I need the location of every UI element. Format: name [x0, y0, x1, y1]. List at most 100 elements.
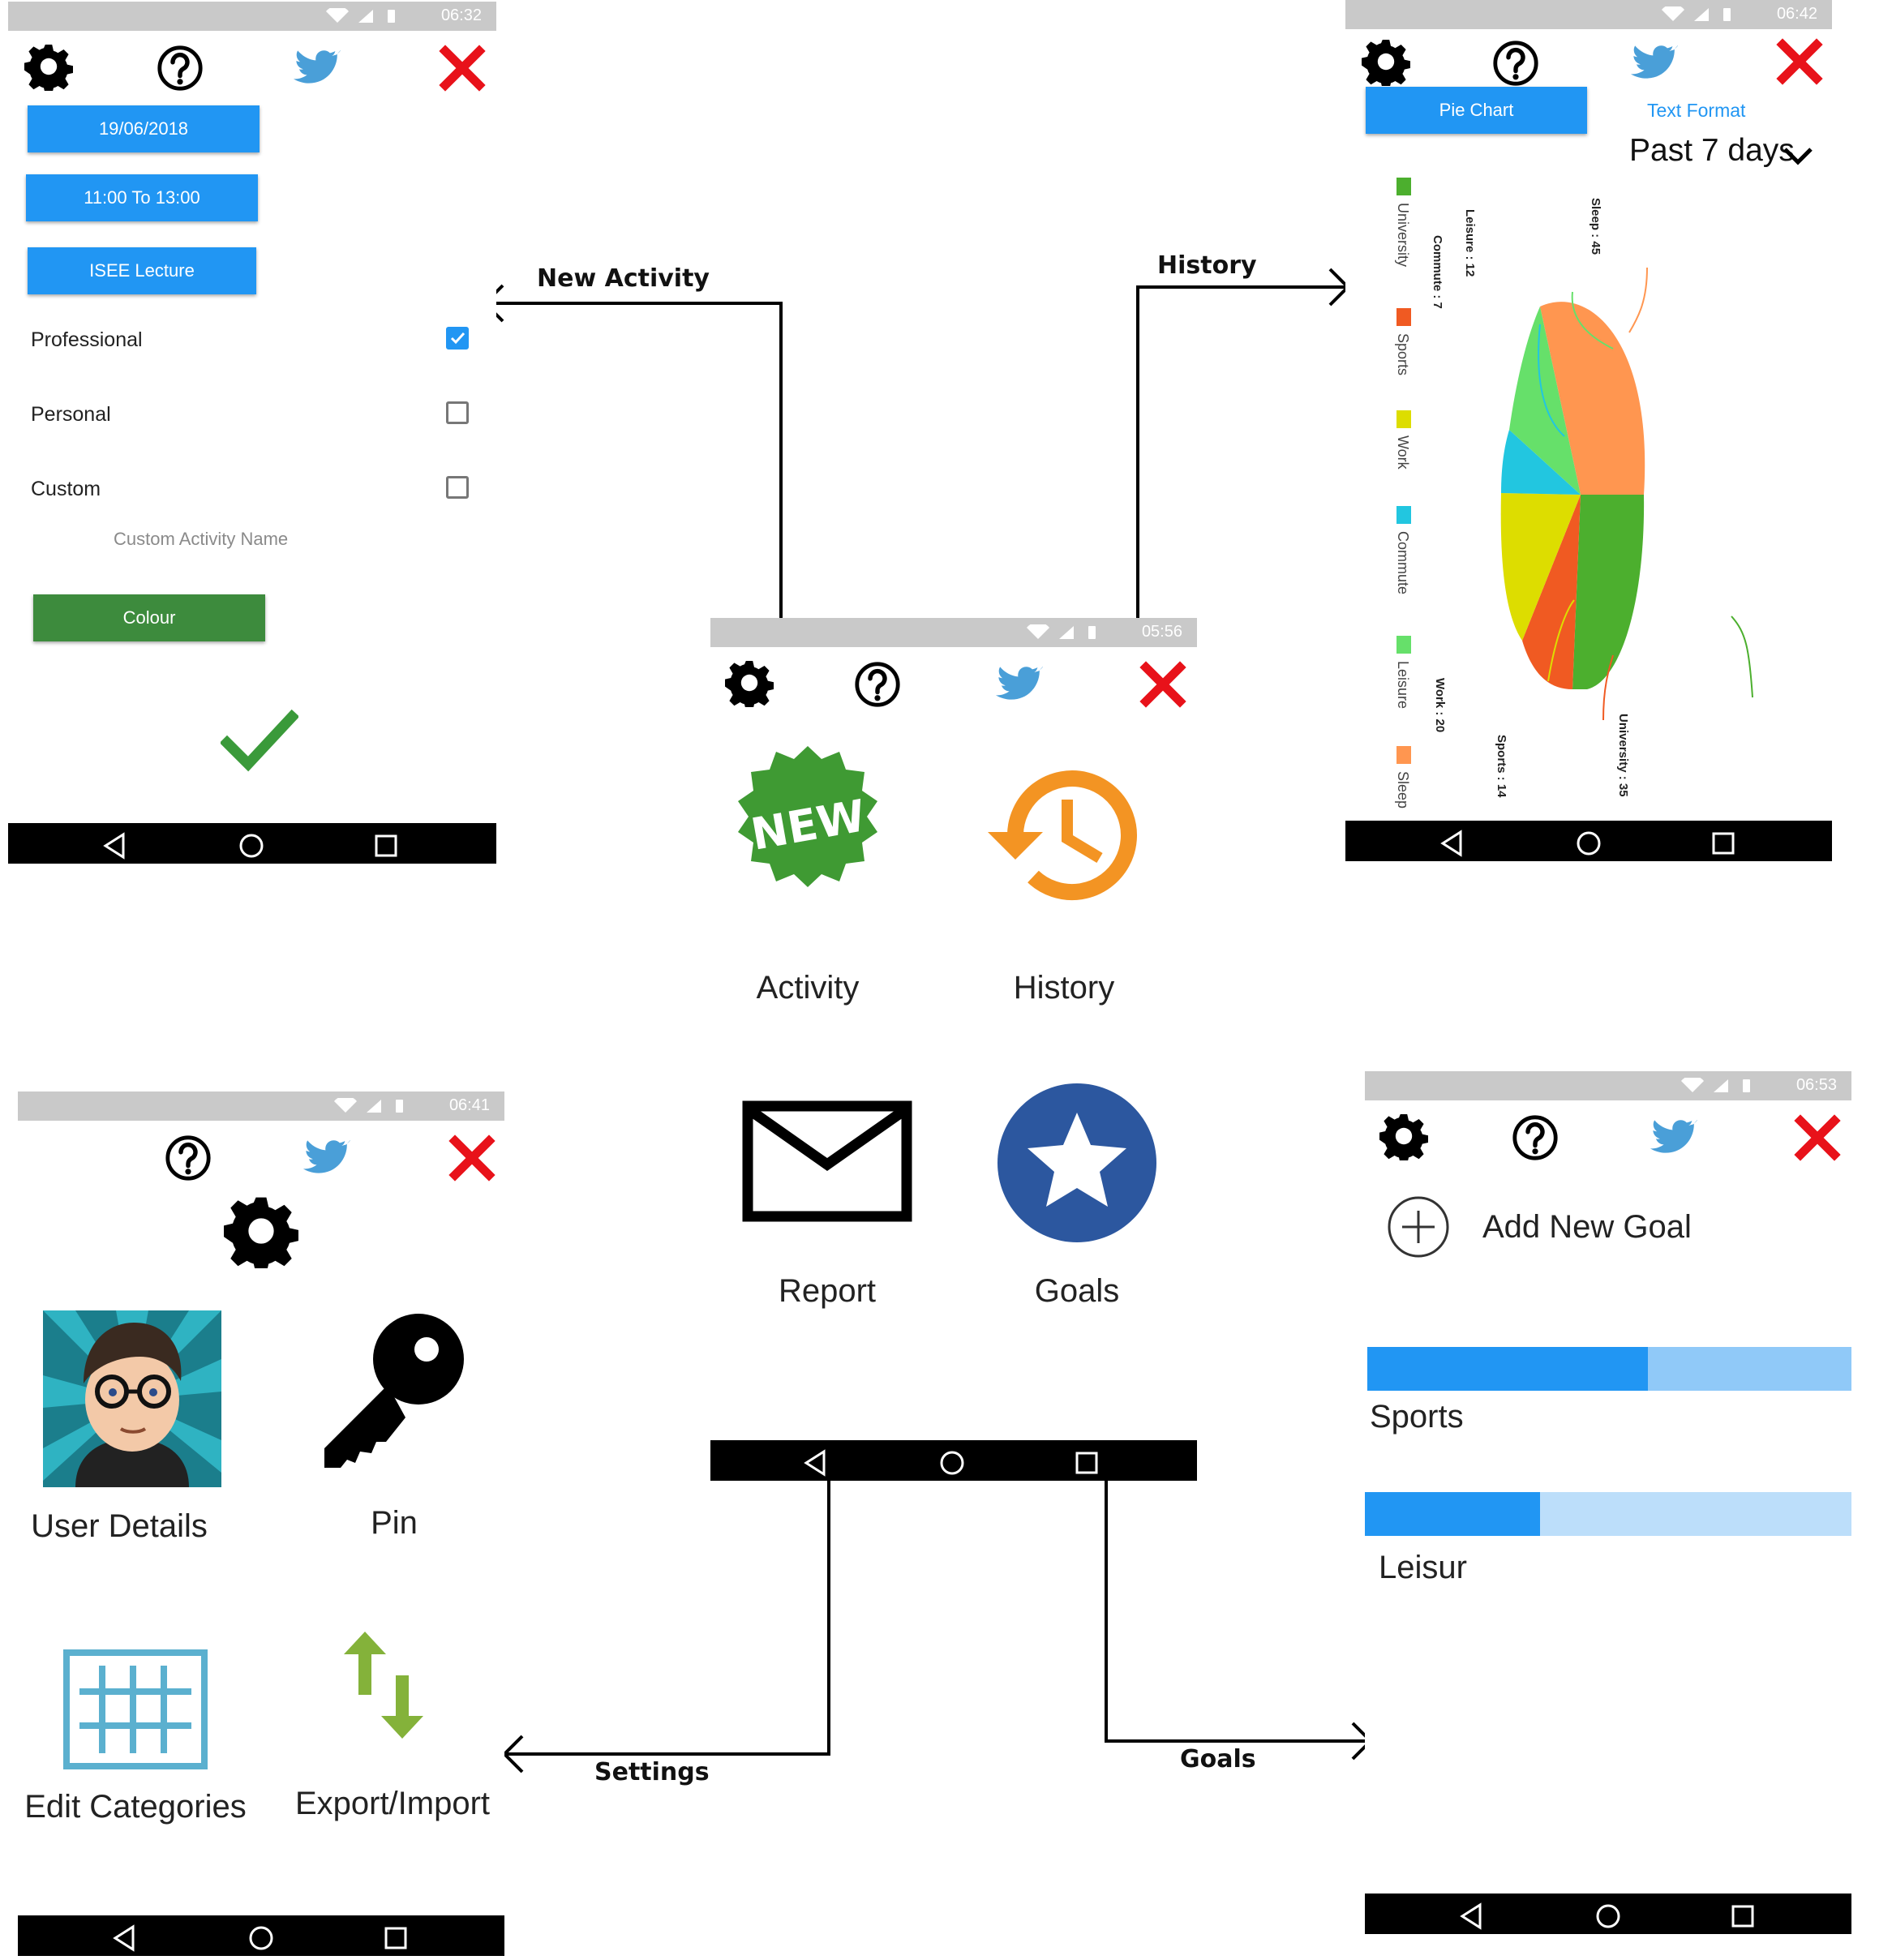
gear-icon[interactable] [1379, 1112, 1428, 1160]
settings-screen: 06:41 User Details Pin Edit Categories [18, 1092, 504, 1956]
help-icon[interactable] [1491, 39, 1540, 88]
goal-progress-fill [1365, 1492, 1540, 1536]
flow-label-goals: Goals [1180, 1745, 1256, 1773]
history-label[interactable]: History [1013, 970, 1115, 1006]
home-nav-icon[interactable] [936, 1447, 968, 1479]
back-nav-icon[interactable] [109, 1922, 141, 1954]
legend-swatch-university [1396, 178, 1411, 195]
status-icons [1027, 624, 1108, 641]
recents-nav-icon[interactable] [370, 830, 402, 862]
help-icon[interactable] [164, 1134, 212, 1182]
personal-checkbox[interactable] [446, 401, 469, 424]
legend-commute: Commute [1395, 531, 1411, 595]
home-nav-icon[interactable] [235, 830, 268, 862]
help-icon[interactable] [853, 660, 902, 709]
professional-checkbox[interactable] [446, 327, 469, 350]
user-details-label[interactable]: User Details [31, 1508, 208, 1544]
report-label[interactable]: Report [778, 1273, 877, 1309]
settings-gear-icon [224, 1194, 298, 1268]
goals-label[interactable]: Goals [1034, 1273, 1120, 1309]
slice-leader-lines [1538, 267, 1753, 721]
legend-university: University [1395, 203, 1411, 268]
activity-title-button[interactable]: ISEE Lecture [28, 247, 256, 294]
android-nav-bar [1365, 1894, 1851, 1934]
envelope-icon[interactable] [741, 1100, 913, 1223]
close-icon[interactable] [438, 44, 487, 92]
add-circle-icon[interactable] [1386, 1194, 1451, 1259]
status-bar: 06:41 [18, 1092, 504, 1121]
text-format-link[interactable]: Text Format [1647, 100, 1746, 121]
twitter-icon[interactable] [994, 660, 1043, 709]
pie-slice-sleep [1540, 302, 1645, 495]
close-icon[interactable] [1793, 1113, 1842, 1162]
colour-button[interactable]: Colour [33, 594, 265, 641]
pin-label[interactable]: Pin [371, 1505, 418, 1541]
recents-nav-icon[interactable] [1727, 1900, 1759, 1932]
twitter-icon[interactable] [1649, 1113, 1697, 1162]
close-icon[interactable] [1139, 660, 1187, 709]
status-icons [334, 1098, 415, 1114]
goal-progress-bar-leisure [1365, 1492, 1851, 1536]
chevron-down-icon[interactable] [1782, 143, 1814, 167]
custom-checkbox[interactable] [446, 476, 469, 499]
activity-screen: 06:32 19/06/2018 11:00 To 13:00 ISEE Lec… [8, 2, 496, 866]
home-nav-icon[interactable] [245, 1922, 277, 1954]
pie-chart[interactable] [1491, 292, 1670, 706]
avatar-icon[interactable] [43, 1310, 221, 1487]
category-personal-label: Personal [31, 403, 111, 426]
grid-icon[interactable] [63, 1649, 208, 1769]
status-icons [326, 8, 407, 24]
back-nav-icon[interactable] [1436, 827, 1469, 860]
twitter-icon[interactable] [1629, 39, 1678, 88]
back-nav-icon[interactable] [1456, 1900, 1488, 1932]
recents-nav-icon[interactable] [380, 1922, 412, 1954]
status-bar: 06:53 [1365, 1071, 1851, 1100]
android-nav-bar [710, 1440, 1197, 1481]
gear-icon[interactable] [1362, 37, 1410, 86]
export-import-label[interactable]: Export/Import [294, 1786, 491, 1821]
history-clock-icon[interactable] [983, 754, 1145, 916]
slice-label-commute: Commute : 7 [1431, 235, 1444, 309]
confirm-check-icon[interactable] [221, 707, 298, 772]
star-icon[interactable] [996, 1082, 1158, 1244]
activity-label[interactable]: Activity [756, 970, 860, 1006]
period-select[interactable]: Past 7 days [1629, 133, 1795, 168]
gear-icon[interactable] [725, 658, 774, 707]
slice-label-work: Work : 20 [1433, 678, 1447, 733]
key-icon[interactable] [313, 1310, 475, 1473]
pie-chart-button[interactable]: Pie Chart [1366, 87, 1587, 134]
android-nav-bar [8, 823, 496, 864]
recents-nav-icon[interactable] [1707, 827, 1740, 860]
home-nav-icon[interactable] [1572, 827, 1605, 860]
help-icon[interactable] [156, 44, 204, 92]
legend-sports: Sports [1395, 333, 1411, 376]
time-range-button[interactable]: 11:00 To 13:00 [26, 174, 258, 221]
status-icons [1681, 1078, 1762, 1094]
twitter-icon[interactable] [292, 44, 341, 92]
twitter-icon[interactable] [302, 1134, 350, 1182]
custom-activity-name-input[interactable]: Custom Activity Name [114, 529, 289, 549]
close-icon[interactable] [448, 1134, 496, 1182]
recents-nav-icon[interactable] [1070, 1447, 1103, 1479]
close-icon[interactable] [1775, 37, 1824, 86]
legend-swatch-leisure [1396, 636, 1411, 654]
add-new-goal-button[interactable]: Add New Goal [1482, 1209, 1692, 1245]
status-time: 05:56 [1141, 623, 1182, 641]
slice-label-leisure: Leisure : 12 [1463, 209, 1477, 277]
status-time: 06:42 [1776, 5, 1817, 23]
new-badge-icon[interactable]: NEW [727, 741, 889, 903]
date-button[interactable]: 19/06/2018 [28, 105, 260, 152]
edit-categories-label[interactable]: Edit Categories [24, 1789, 247, 1825]
pie-slice-commute [1501, 430, 1581, 495]
help-icon[interactable] [1511, 1113, 1560, 1162]
history-screen: 06:42 Pie Chart Text Format Past 7 days … [1345, 0, 1832, 862]
gear-icon[interactable] [24, 42, 73, 91]
arrows-icon[interactable] [339, 1630, 428, 1740]
back-nav-icon[interactable] [99, 830, 131, 862]
home-nav-icon[interactable] [1592, 1900, 1624, 1932]
goal-label-leisure[interactable]: Leisur [1379, 1550, 1467, 1585]
slice-label-sports: Sports : 14 [1495, 735, 1508, 798]
goal-label-sports[interactable]: Sports [1370, 1399, 1464, 1435]
back-nav-icon[interactable] [800, 1447, 832, 1479]
